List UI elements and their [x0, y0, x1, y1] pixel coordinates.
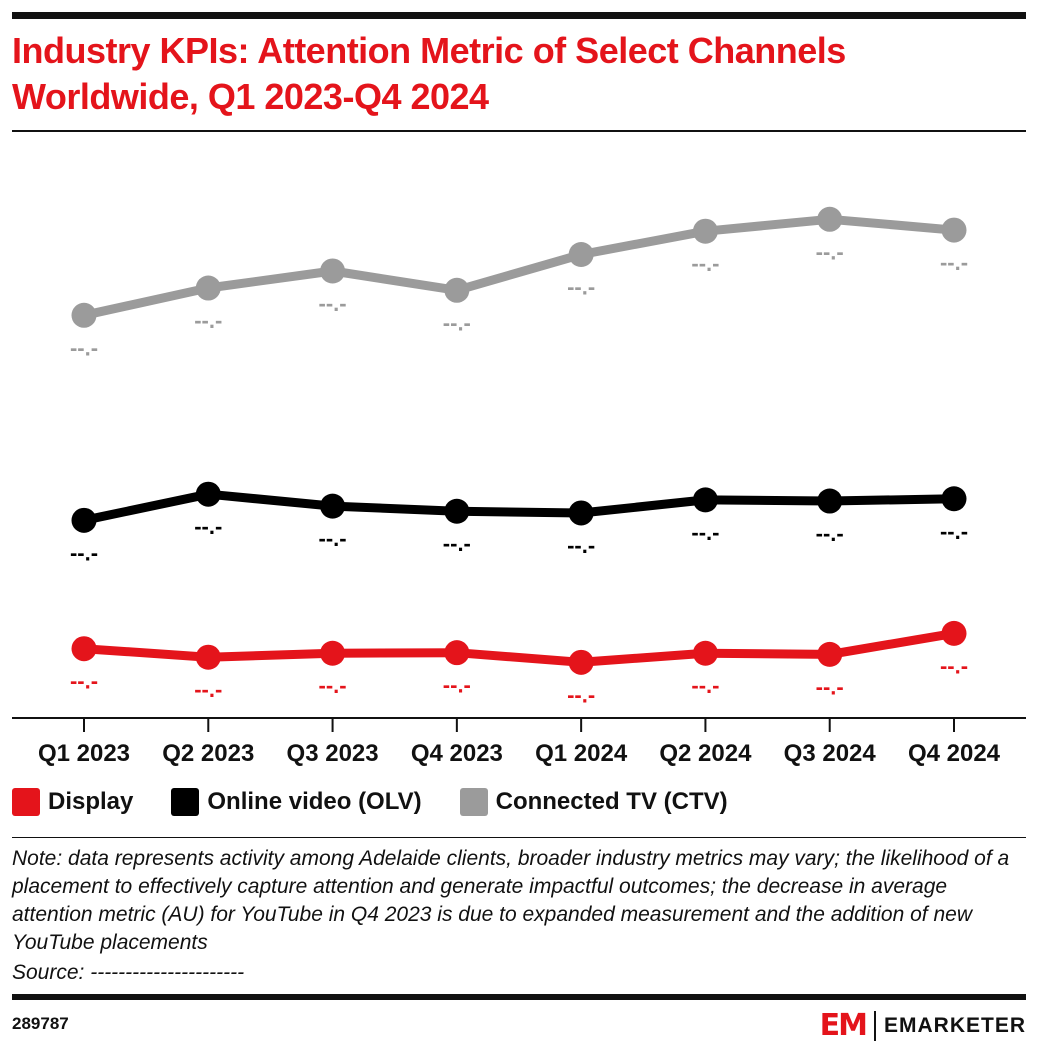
data-point-display-5 — [568, 649, 594, 675]
legend-label-olv: Online video (OLV) — [207, 788, 422, 815]
legend-swatch-olv — [171, 788, 200, 816]
line-chart: --.- --.- --.- --.- --.- --.- --.---.---.---.-… — [12, 206, 1026, 767]
legend-label-display: Display — [48, 788, 134, 815]
data-label-display-1: --.- — [70, 669, 98, 694]
data-label-online-video-olv-5: --.- — [567, 533, 595, 558]
data-label-connected-tv-ctv-8: --.- — [940, 250, 968, 275]
x-tick-label-6: Q2 2024 — [659, 740, 752, 767]
data-point-online-video-olv-3 — [320, 493, 346, 519]
data-label-connected-tv-ctv-3: --.- — [319, 291, 347, 316]
data-point-connected-tv-ctv-2 — [195, 275, 221, 301]
data-point-online-video-olv-2 — [195, 481, 221, 507]
data-point-display-3 — [320, 640, 346, 666]
data-label-display-2: --.- — [194, 677, 222, 702]
series-line-connected-tv-ctv — [79, 214, 959, 320]
x-tick-label-7: Q3 2024 — [784, 740, 877, 767]
legend-item-olv: Online video (OLV) — [171, 788, 422, 816]
data-point-connected-tv-ctv-3 — [320, 258, 346, 284]
title-rule — [12, 130, 1026, 132]
data-point-display-2 — [195, 644, 221, 670]
chart-legend: Display Online video (OLV) Connected TV … — [12, 784, 766, 820]
chart-id: 289787 — [12, 1014, 69, 1033]
legend-label-ctv: Connected TV (CTV) — [495, 788, 728, 815]
data-label-online-video-olv-8: --.- — [940, 519, 968, 544]
legend-item-ctv: Connected TV (CTV) — [459, 788, 728, 816]
legend-swatch-ctv — [459, 788, 488, 816]
chart-title: Industry KPIs: Attention Metric of Selec… — [12, 30, 846, 117]
data-point-online-video-olv-8 — [941, 486, 967, 512]
chart-source: Source: ---------------------- — [12, 961, 245, 984]
data-point-display-1 — [71, 636, 97, 662]
x-tick-label-5: Q1 2024 — [535, 740, 628, 767]
data-point-display-8 — [941, 620, 967, 646]
x-tick-label-2: Q2 2023 — [162, 740, 254, 767]
data-label-online-video-olv-4: --.- — [443, 531, 471, 556]
brand-mark-icon: EM — [819, 1008, 868, 1043]
data-label-online-video-olv-3: --.- — [319, 526, 347, 551]
series-line-display — [79, 628, 959, 667]
data-label-online-video-olv-6: --.- — [691, 520, 719, 545]
bottom-rule — [12, 994, 1026, 1000]
data-label-connected-tv-ctv-5: --.- — [567, 275, 595, 300]
data-label-connected-tv-ctv-2: --.- — [194, 308, 222, 333]
data-label-online-video-olv-2: --.- — [194, 514, 222, 539]
data-point-display-7 — [817, 641, 843, 667]
data-point-display-6 — [692, 640, 718, 666]
data-point-connected-tv-ctv-6 — [692, 218, 718, 244]
data-label-display-5: --.- — [567, 682, 595, 707]
x-tick-label-8: Q4 2024 — [908, 740, 1001, 767]
data-point-connected-tv-ctv-7 — [817, 206, 843, 232]
data-label-online-video-olv-1: --.- — [70, 540, 98, 565]
x-tick-label-4: Q4 2023 — [411, 740, 503, 767]
data-label-display-3: --.- — [319, 673, 347, 698]
data-label-online-video-olv-7: --.- — [816, 521, 844, 546]
series-online-video-olv: --.- --.- --.- --.- --.- --.- --.- --.- — [70, 481, 968, 565]
data-point-connected-tv-ctv-5 — [568, 242, 594, 268]
data-label-display-8: --.- — [940, 653, 968, 678]
series-connected-tv-ctv: --.- --.- --.- --.- --.- --.- --.- --.- — [70, 206, 968, 360]
data-point-connected-tv-ctv-8 — [941, 217, 967, 243]
brand-divider — [873, 1010, 876, 1041]
data-point-online-video-olv-5 — [568, 500, 594, 526]
data-point-online-video-olv-7 — [817, 488, 843, 514]
legend-swatch-display — [12, 788, 40, 816]
x-tick-label-1: Q1 2023 — [38, 740, 130, 767]
brand-name: EMARKETER — [883, 1013, 1026, 1037]
data-point-display-4 — [444, 640, 470, 666]
note-rule — [12, 837, 1026, 838]
series-line-online-video-olv — [79, 489, 959, 525]
brand-logo: EM EMARKETER — [820, 1008, 1026, 1043]
legend-item-display: Display — [12, 788, 133, 816]
data-label-connected-tv-ctv-6: --.- — [691, 251, 719, 276]
data-point-connected-tv-ctv-4 — [444, 277, 470, 303]
data-label-display-4: --.- — [443, 673, 471, 698]
data-point-connected-tv-ctv-1 — [71, 302, 97, 328]
data-label-display-6: --.- — [691, 673, 719, 698]
x-tick-label-3: Q3 2023 — [287, 740, 379, 767]
chart-note: Note: data represents activity among Ade… — [12, 847, 1010, 954]
data-label-connected-tv-ctv-7: --.- — [816, 239, 844, 264]
top-rule — [12, 12, 1026, 19]
data-point-online-video-olv-1 — [71, 507, 97, 533]
series-display: --.- --.- --.- --.- --.- --.- --.- --.- — [70, 620, 968, 707]
data-label-connected-tv-ctv-4: --.- — [443, 310, 471, 335]
data-point-online-video-olv-4 — [444, 498, 470, 524]
data-label-display-7: --.- — [816, 674, 844, 699]
data-label-connected-tv-ctv-1: --.- — [70, 335, 98, 360]
data-point-online-video-olv-6 — [692, 487, 718, 513]
